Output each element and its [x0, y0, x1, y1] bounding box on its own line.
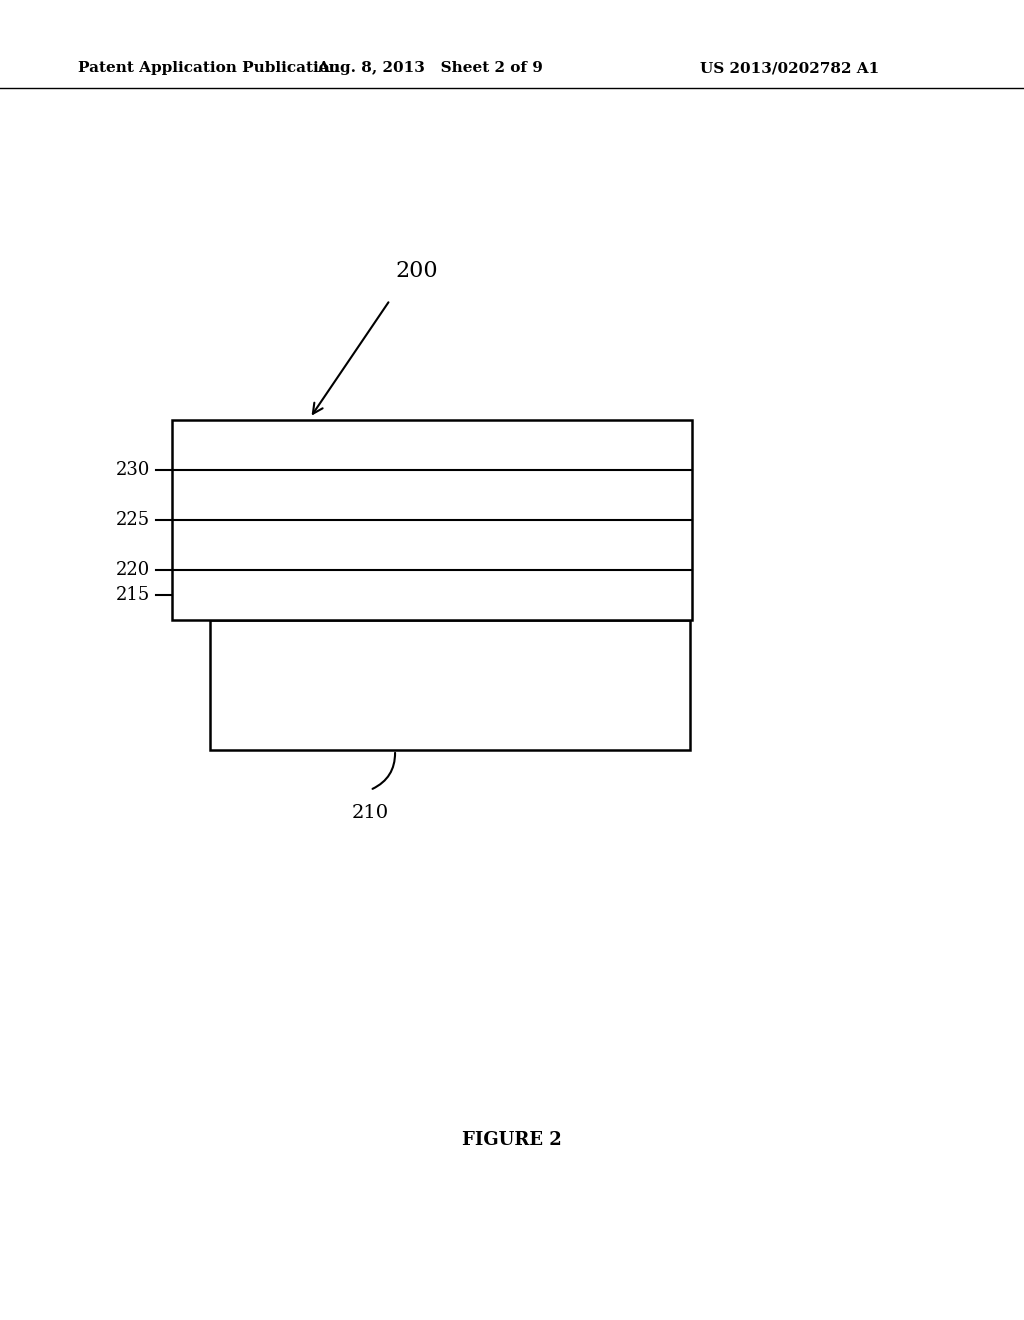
Text: US 2013/0202782 A1: US 2013/0202782 A1	[700, 61, 880, 75]
Bar	[210, 620, 690, 750]
Text: Aug. 8, 2013   Sheet 2 of 9: Aug. 8, 2013 Sheet 2 of 9	[317, 61, 543, 75]
Text: 230: 230	[116, 461, 150, 479]
Text: 220: 220	[116, 561, 150, 579]
Bar	[172, 420, 692, 620]
Text: FIGURE 2: FIGURE 2	[462, 1131, 562, 1148]
Text: 200: 200	[395, 260, 437, 282]
Text: 210: 210	[351, 804, 388, 822]
Text: Patent Application Publication: Patent Application Publication	[78, 61, 340, 75]
Text: 225: 225	[116, 511, 150, 529]
Text: 215: 215	[116, 586, 150, 605]
